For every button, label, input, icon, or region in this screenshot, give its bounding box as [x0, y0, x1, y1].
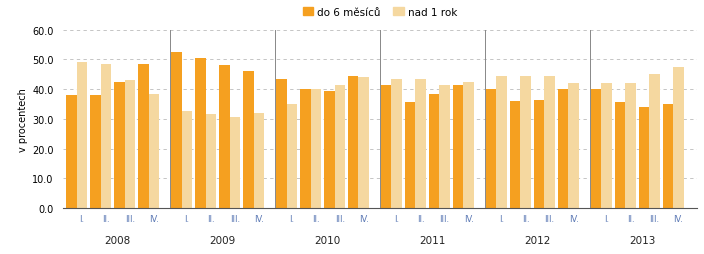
Bar: [243, 72, 253, 208]
Text: 2009: 2009: [210, 235, 236, 245]
Text: 2011: 2011: [420, 235, 446, 245]
Bar: [149, 94, 159, 208]
Text: 2012: 2012: [524, 235, 551, 245]
Bar: [276, 79, 287, 208]
Bar: [253, 114, 264, 208]
Bar: [639, 107, 649, 208]
Bar: [114, 82, 125, 208]
Bar: [568, 84, 579, 208]
Bar: [324, 91, 334, 208]
Text: 2008: 2008: [105, 235, 131, 245]
Bar: [496, 76, 507, 208]
Bar: [90, 96, 101, 208]
Bar: [625, 84, 636, 208]
Bar: [391, 79, 402, 208]
Legend: do 6 měsíců, nad 1 rok: do 6 měsíců, nad 1 rok: [298, 4, 462, 22]
Bar: [230, 118, 240, 208]
Text: 2010: 2010: [315, 235, 341, 245]
Bar: [615, 103, 625, 208]
Bar: [381, 85, 391, 208]
Bar: [510, 102, 520, 208]
Bar: [348, 76, 358, 208]
Bar: [206, 115, 216, 208]
Bar: [287, 105, 297, 208]
Bar: [534, 100, 544, 208]
Bar: [101, 65, 111, 208]
Bar: [544, 76, 555, 208]
Bar: [601, 84, 612, 208]
Bar: [558, 90, 568, 208]
Bar: [415, 79, 426, 208]
Bar: [463, 82, 474, 208]
Bar: [310, 90, 321, 208]
Bar: [673, 68, 684, 208]
Bar: [195, 59, 206, 208]
Bar: [439, 85, 450, 208]
Bar: [66, 96, 77, 208]
Bar: [591, 90, 601, 208]
Y-axis label: v procentech: v procentech: [18, 88, 28, 151]
Bar: [520, 76, 531, 208]
Bar: [358, 78, 369, 208]
Bar: [171, 53, 182, 208]
Bar: [486, 90, 496, 208]
Bar: [453, 85, 463, 208]
Bar: [429, 94, 439, 208]
Bar: [334, 85, 345, 208]
Bar: [138, 65, 149, 208]
Bar: [182, 112, 192, 208]
Bar: [405, 103, 415, 208]
Bar: [649, 75, 660, 208]
Bar: [663, 105, 673, 208]
Text: 2013: 2013: [629, 235, 655, 245]
Bar: [125, 81, 135, 208]
Bar: [300, 90, 310, 208]
Bar: [219, 66, 230, 208]
Bar: [77, 63, 87, 208]
